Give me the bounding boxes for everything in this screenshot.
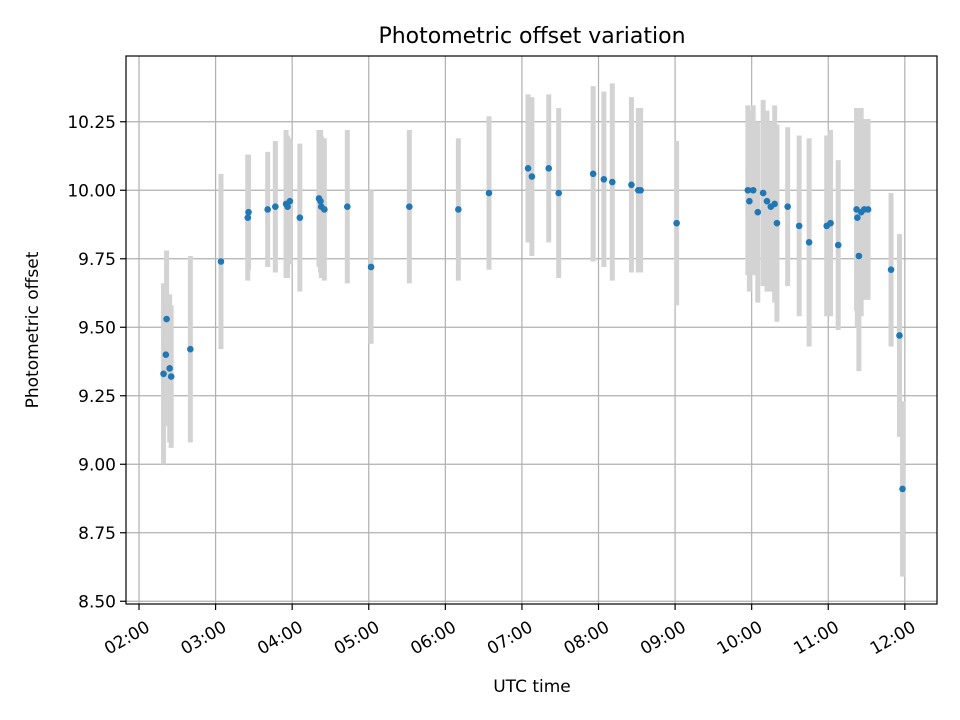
data-point [673, 219, 680, 227]
data-point [524, 165, 532, 172]
chart-title: Photometric offset variation [378, 24, 685, 49]
data-point [162, 351, 170, 358]
data-point [749, 186, 757, 194]
data-point [628, 181, 635, 189]
y-tick-label: 9.25 [78, 387, 116, 407]
data-point [771, 200, 778, 208]
data-point [795, 222, 803, 230]
data-point [784, 203, 791, 210]
data-point [485, 189, 493, 197]
x-axis-label: UTC time [493, 677, 571, 697]
data-point [805, 239, 813, 246]
y-tick-label: 8.50 [78, 592, 116, 612]
data-point [637, 186, 644, 194]
data-point [264, 206, 271, 213]
data-point [608, 178, 616, 186]
data-point [773, 219, 781, 227]
data-point [166, 365, 173, 372]
data-point [528, 173, 536, 180]
data-point [759, 189, 767, 197]
data-point [896, 332, 903, 339]
data-point [763, 197, 771, 205]
data-point [245, 208, 252, 216]
data-point [854, 214, 861, 221]
data-point [899, 485, 906, 493]
y-tick-label: 10.25 [67, 113, 116, 133]
y-tick-label: 9.75 [78, 250, 116, 270]
data-point [545, 165, 553, 172]
data-point [296, 214, 304, 221]
data-point [160, 370, 167, 378]
data-point [746, 197, 753, 205]
data-point [455, 206, 462, 213]
y-axis-label: Photometric offset [23, 251, 43, 408]
data-point [344, 203, 351, 210]
y-tick-label: 9.50 [78, 318, 116, 338]
data-point [754, 208, 762, 216]
y-tick-label: 8.75 [78, 524, 116, 544]
data-point [244, 214, 252, 221]
data-point [406, 203, 413, 210]
data-point [367, 263, 375, 271]
y-axis-ticks: 8.50 8.75 9.00 9.25 9.50 9.75 10.00 10.25 [67, 113, 126, 612]
data-point [286, 197, 294, 205]
data-point [217, 258, 225, 265]
data-point [855, 252, 863, 260]
point-layer [160, 165, 906, 493]
data-point [321, 206, 328, 213]
data-point [284, 203, 291, 210]
data-point [589, 170, 597, 178]
data-point [272, 203, 279, 210]
data-point [187, 345, 194, 353]
data-point [864, 206, 872, 213]
data-point [163, 315, 170, 323]
data-point [744, 186, 752, 194]
data-point [887, 266, 895, 274]
data-point [555, 189, 562, 197]
data-point [167, 373, 175, 380]
data-point [317, 197, 324, 205]
plot-frame [125, 55, 938, 605]
y-tick-label: 9.00 [78, 455, 116, 475]
y-tick-label: 10.00 [67, 181, 116, 201]
data-point [834, 241, 842, 249]
data-point [827, 219, 834, 227]
data-point [600, 176, 608, 183]
